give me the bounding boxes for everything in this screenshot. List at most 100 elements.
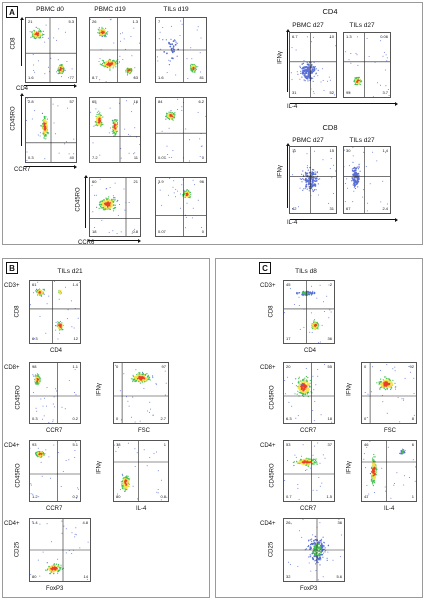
quadrant-value: 0 xyxy=(201,229,204,234)
event-dot xyxy=(387,378,389,380)
event-dot xyxy=(40,294,42,296)
event-dot xyxy=(95,124,97,126)
event-dot xyxy=(130,67,132,70)
event-dot xyxy=(108,200,111,203)
event-dot xyxy=(403,484,405,486)
event-dot xyxy=(112,67,114,69)
event-dot xyxy=(303,388,306,391)
event-dot xyxy=(292,382,294,384)
row2-y-arrow xyxy=(19,93,24,146)
event-dot xyxy=(309,167,311,169)
event-dot xyxy=(50,477,51,479)
event-dot xyxy=(308,72,310,74)
quadrant-value: 42 xyxy=(292,206,297,211)
event-dot xyxy=(197,111,199,113)
event-dot xyxy=(302,66,305,69)
dot-plot-svg xyxy=(362,363,416,423)
event-dot xyxy=(367,393,369,395)
row2-xlabel: CCR7 xyxy=(14,167,31,173)
quadrant-value: 12 xyxy=(73,336,78,341)
right-col-title-tils-d27-b: TILs d27 xyxy=(349,137,375,144)
event-dot xyxy=(306,460,308,462)
event-dot xyxy=(327,80,328,82)
event-dot xyxy=(90,111,92,113)
event-dot xyxy=(132,378,134,380)
quadrant-value: 36 xyxy=(327,336,332,341)
event-dot xyxy=(113,59,115,62)
event-dot xyxy=(386,382,388,385)
event-dot xyxy=(383,51,385,53)
event-dot xyxy=(315,324,317,327)
event-dot xyxy=(42,36,44,38)
event-dot xyxy=(305,75,308,78)
event-dot xyxy=(102,60,105,62)
event-dot xyxy=(132,485,134,487)
event-dot xyxy=(101,26,103,28)
quadrant-value: 93 xyxy=(32,442,37,447)
event-dot xyxy=(185,128,187,130)
plot-a-r1-c3: 7 1.6 81 xyxy=(155,17,207,83)
event-dot xyxy=(332,193,334,194)
event-dot xyxy=(329,309,331,311)
event-dot xyxy=(310,41,312,43)
event-dot xyxy=(118,102,120,104)
quadrant-value: 60 xyxy=(92,179,97,184)
event-dot xyxy=(188,196,190,199)
event-dot xyxy=(64,143,66,145)
event-dot xyxy=(356,179,359,182)
cd8-title: CD8 xyxy=(322,123,338,132)
event-dot xyxy=(60,564,62,566)
event-dot xyxy=(100,121,103,124)
event-dot xyxy=(104,206,106,209)
event-dot xyxy=(350,180,353,182)
event-dot xyxy=(293,149,295,151)
event-dot xyxy=(292,461,294,463)
event-dot xyxy=(38,375,40,377)
event-dot xyxy=(113,62,115,65)
event-dot xyxy=(344,149,345,151)
event-dot xyxy=(306,62,308,64)
event-dot xyxy=(179,35,181,36)
event-dot xyxy=(310,294,312,296)
event-dot xyxy=(175,44,176,46)
event-dot xyxy=(33,292,35,294)
event-dot xyxy=(298,206,299,208)
event-dot xyxy=(372,467,375,470)
event-dot xyxy=(330,158,332,159)
event-dot xyxy=(127,482,129,484)
event-dot xyxy=(134,152,136,154)
event-dot xyxy=(371,459,374,461)
event-dot xyxy=(139,42,140,44)
event-dot xyxy=(57,68,59,70)
event-dot xyxy=(38,30,40,32)
event-dot xyxy=(40,461,42,463)
event-dot xyxy=(116,122,118,125)
event-dot xyxy=(298,292,300,294)
event-dot xyxy=(194,67,196,69)
event-dot xyxy=(315,563,317,565)
event-dot xyxy=(116,200,118,203)
event-dot xyxy=(177,190,179,192)
plot-c-r3: 26 36 32 5.6 xyxy=(283,518,345,582)
event-dot xyxy=(372,457,374,459)
event-dot xyxy=(193,65,196,68)
event-dot xyxy=(394,366,396,368)
event-dot xyxy=(134,228,136,230)
event-dot xyxy=(141,371,143,373)
event-dot xyxy=(304,377,306,379)
event-dot xyxy=(26,160,28,161)
event-dot xyxy=(114,124,117,126)
event-dot xyxy=(75,527,77,529)
event-dot xyxy=(312,80,314,82)
event-dot xyxy=(309,461,311,464)
event-dot xyxy=(314,560,316,562)
event-dot xyxy=(309,382,311,384)
event-dot xyxy=(96,113,98,116)
event-dot xyxy=(75,534,77,536)
event-dot xyxy=(185,216,187,218)
event-dot xyxy=(53,566,56,568)
event-dot xyxy=(109,59,112,61)
event-dot xyxy=(94,194,96,196)
event-dot xyxy=(170,38,172,40)
event-dot xyxy=(186,58,188,60)
